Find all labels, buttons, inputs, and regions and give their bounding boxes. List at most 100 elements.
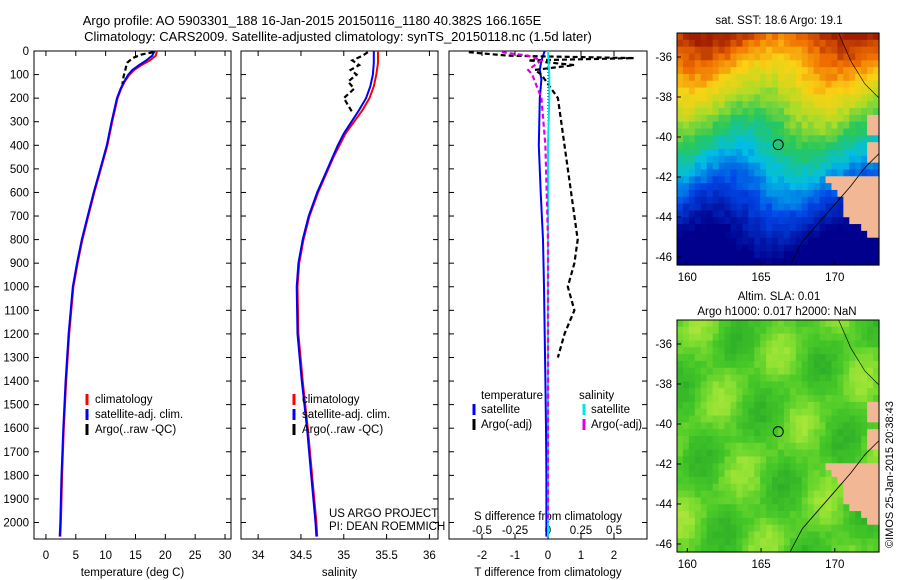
field-cell: [819, 121, 827, 130]
field-cell: [766, 395, 773, 403]
field-cell: [682, 73, 690, 82]
field-cell: [730, 135, 738, 143]
field-cell: [736, 203, 743, 212]
field-cell: [795, 517, 803, 526]
field-cell: [736, 121, 743, 130]
field-cell: [706, 517, 714, 526]
field-cell: [706, 388, 714, 396]
field-cell: [825, 258, 833, 266]
field-cell: [819, 210, 827, 218]
x-axis-label: salinity: [322, 567, 357, 579]
field-cell: [736, 497, 743, 505]
field-cell: [831, 217, 839, 225]
field-cell: [837, 87, 844, 96]
field-cell: [789, 183, 797, 191]
field-cell: [807, 33, 815, 41]
field-cell: [712, 545, 720, 553]
field-cell: [825, 121, 833, 130]
field-cell: [831, 354, 839, 362]
land-cell: [861, 511, 868, 519]
field-cell: [783, 374, 791, 383]
field-cell: [861, 87, 868, 96]
field-cell: [712, 360, 720, 369]
field-cell: [754, 87, 761, 96]
field-cell: [688, 46, 696, 55]
field-cell: [677, 429, 684, 437]
field-cell: [736, 217, 743, 225]
field-cell: [724, 149, 732, 157]
field-cell: [742, 94, 749, 102]
field-cell: [760, 135, 767, 143]
field-cell: [736, 189, 743, 198]
field-cell: [867, 162, 874, 171]
field-cell: [789, 169, 797, 177]
land-cell: [873, 517, 880, 526]
land-cell: [861, 224, 868, 232]
field-cell: [724, 483, 732, 492]
field-cell: [760, 408, 767, 417]
field-cell: [873, 360, 880, 369]
field-cell: [760, 94, 767, 102]
field-cell: [724, 33, 732, 41]
field-cell: [754, 360, 761, 369]
field-cell: [778, 169, 785, 177]
x-axis-label: T difference from climatology: [474, 567, 621, 579]
field-cell: [783, 442, 791, 451]
field-cell: [813, 46, 821, 55]
field-cell: [724, 401, 732, 410]
field-cell: [718, 442, 726, 451]
field-cell: [682, 142, 690, 150]
field-cell: [843, 531, 850, 539]
field-cell: [807, 169, 815, 177]
field-cell: [730, 196, 738, 205]
field-cell: [783, 196, 791, 205]
field-cell: [778, 224, 785, 232]
y-tick-label: 700: [10, 211, 29, 223]
field-cell: [688, 251, 696, 259]
land-cell: [867, 483, 874, 492]
field-cell: [677, 162, 684, 171]
field-cell: [736, 367, 743, 376]
field-cell: [807, 114, 815, 123]
field-cell: [772, 251, 779, 259]
land-cell: [867, 504, 874, 512]
field-cell: [813, 176, 821, 184]
field-cell: [682, 333, 690, 342]
field-cell: [677, 176, 684, 184]
field-cell: [783, 456, 791, 464]
field-cell: [718, 463, 726, 471]
field-cell: [694, 511, 702, 519]
field-cell: [801, 333, 809, 342]
difference-panel: -2 -1 0 1 2T difference from climatology-0.5…: [448, 50, 648, 579]
field-cell: [677, 449, 684, 458]
field-cell: [789, 73, 797, 82]
field-cell: [783, 476, 791, 485]
field-cell: [867, 258, 874, 266]
field-cell: [742, 449, 749, 458]
field-cell: [801, 354, 809, 362]
field-cell: [766, 94, 773, 102]
field-cell: [831, 73, 839, 82]
field-cell: [694, 381, 702, 389]
field-cell: [867, 360, 874, 369]
field-cell: [783, 87, 791, 96]
field-cell: [873, 538, 880, 546]
field-cell: [682, 395, 690, 403]
field-cell: [861, 449, 868, 458]
land-cell: [873, 121, 880, 130]
field-cell: [855, 67, 862, 75]
field-cell: [861, 326, 868, 335]
field-cell: [837, 545, 844, 553]
field-cell: [677, 354, 684, 362]
field-cell: [849, 545, 856, 553]
field-cell: [706, 135, 714, 143]
field-cell: [694, 490, 702, 499]
field-cell: [855, 33, 862, 41]
field-cell: [867, 251, 874, 259]
field-cell: [706, 128, 714, 136]
field-cell: [742, 483, 749, 492]
field-cell: [855, 388, 862, 396]
field-cell: [760, 538, 767, 546]
field-cell: [742, 244, 749, 252]
field-cell: [718, 108, 726, 116]
